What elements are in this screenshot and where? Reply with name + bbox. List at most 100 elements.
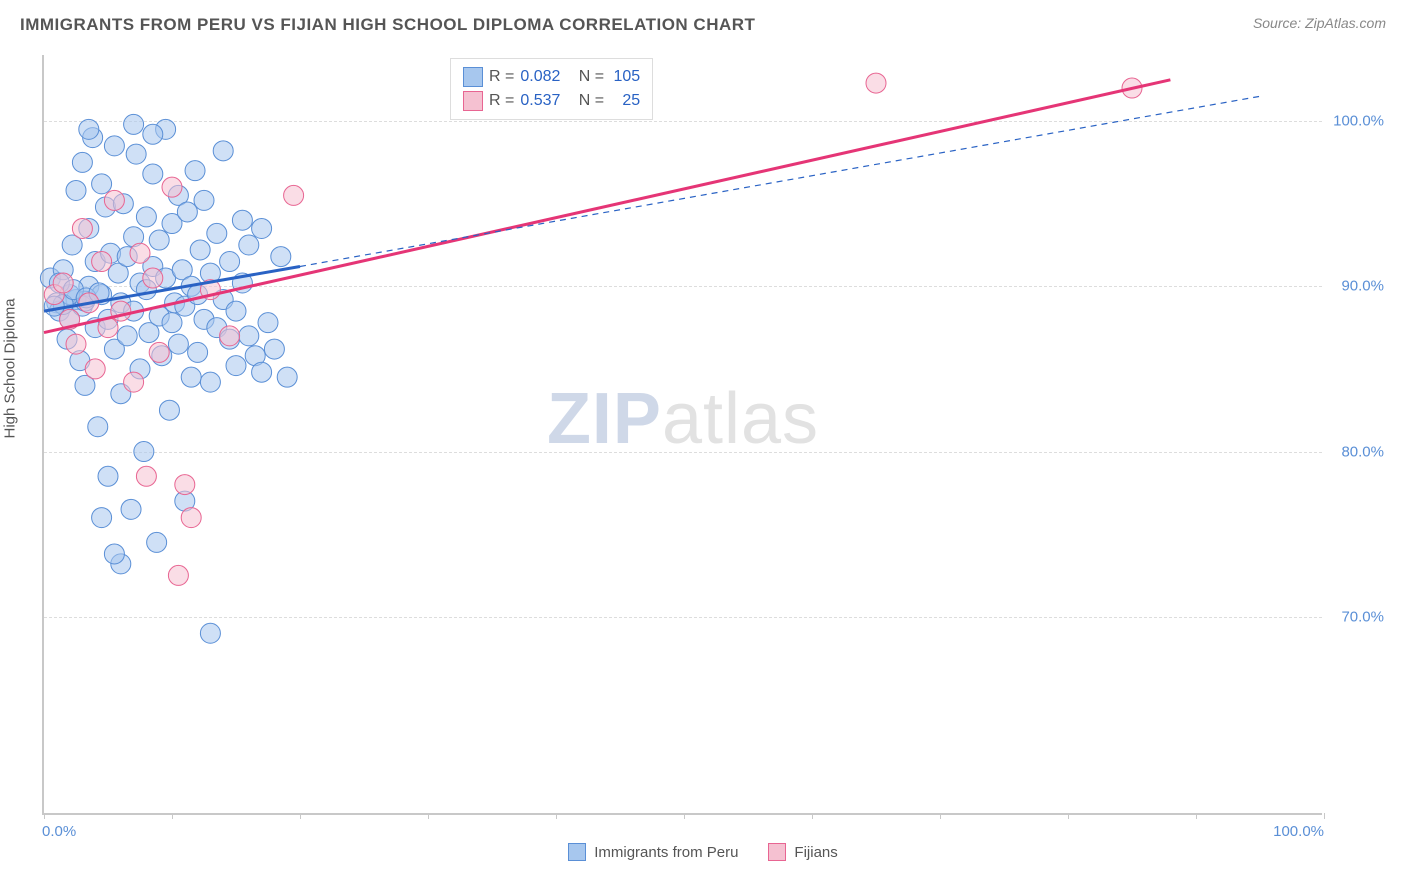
data-point [53, 273, 73, 293]
x-tick [812, 813, 813, 819]
data-point [232, 210, 252, 230]
data-point [181, 508, 201, 528]
data-point [866, 73, 886, 93]
data-point [190, 240, 210, 260]
data-point [92, 174, 112, 194]
data-point [220, 252, 240, 272]
data-point [220, 326, 240, 346]
x-tick [1196, 813, 1197, 819]
y-tick-label: 70.0% [1341, 608, 1384, 625]
legend-series: Immigrants from Peru Fijians [0, 843, 1406, 861]
data-point [134, 442, 154, 462]
data-point [117, 326, 137, 346]
legend-correlation: R = 0.082 N = 105 R = 0.537 N = 25 [450, 58, 653, 120]
y-tick-label: 90.0% [1341, 278, 1384, 295]
data-point [239, 326, 259, 346]
swatch-fijians [768, 843, 786, 861]
x-axis-max-label: 100.0% [1273, 823, 1324, 840]
data-point [175, 475, 195, 495]
y-tick-label: 80.0% [1341, 443, 1384, 460]
data-point [92, 252, 112, 272]
swatch-peru [568, 843, 586, 861]
legend-label-fijians: Fijians [794, 844, 837, 861]
n-value-peru: 105 [610, 68, 640, 86]
legend-item-fijians: Fijians [768, 843, 837, 861]
y-axis-title: High School Diploma [2, 298, 19, 438]
x-tick [300, 813, 301, 819]
data-point [159, 400, 179, 420]
r-value-fijians: 0.537 [520, 92, 568, 110]
data-point [104, 544, 124, 564]
data-point [239, 235, 259, 255]
data-point [258, 313, 278, 333]
x-tick [44, 813, 45, 819]
data-point [126, 144, 146, 164]
trend-line [300, 96, 1260, 266]
data-point [177, 202, 197, 222]
data-point [88, 417, 108, 437]
legend-item-peru: Immigrants from Peru [568, 843, 738, 861]
r-label: R = [489, 92, 514, 110]
data-point [124, 114, 144, 134]
chart-source: Source: ZipAtlas.com [1253, 15, 1386, 31]
x-tick [556, 813, 557, 819]
data-point [194, 190, 214, 210]
n-label: N = [574, 68, 604, 86]
legend-label-peru: Immigrants from Peru [594, 844, 738, 861]
data-point [104, 190, 124, 210]
data-point [149, 230, 169, 250]
data-point [124, 372, 144, 392]
swatch-peru [463, 67, 483, 87]
data-point [121, 499, 141, 519]
data-point [181, 367, 201, 387]
x-tick [428, 813, 429, 819]
data-point [207, 223, 227, 243]
data-point [149, 342, 169, 362]
data-point [72, 218, 92, 238]
chart-plot-area: ZIPatlas 70.0%80.0%90.0%100.0% [42, 55, 1322, 815]
data-point [168, 334, 188, 354]
x-tick [940, 813, 941, 819]
data-point [252, 218, 272, 238]
n-value-fijians: 25 [610, 92, 640, 110]
y-tick-label: 100.0% [1333, 113, 1384, 130]
data-point [85, 359, 105, 379]
n-label: N = [574, 92, 604, 110]
data-point [168, 565, 188, 585]
plot-svg [44, 55, 1322, 813]
data-point [92, 508, 112, 528]
data-point [136, 466, 156, 486]
r-label: R = [489, 68, 514, 86]
r-value-peru: 0.082 [520, 68, 568, 86]
data-point [213, 141, 233, 161]
data-point [66, 180, 86, 200]
data-point [252, 362, 272, 382]
data-point [271, 247, 291, 267]
x-tick [684, 813, 685, 819]
data-point [130, 243, 150, 263]
data-point [143, 164, 163, 184]
data-point [147, 532, 167, 552]
data-point [277, 367, 297, 387]
data-point [188, 342, 208, 362]
data-point [79, 119, 99, 139]
data-point [98, 466, 118, 486]
swatch-fijians [463, 91, 483, 111]
data-point [185, 161, 205, 181]
data-point [143, 268, 163, 288]
chart-title: IMMIGRANTS FROM PERU VS FIJIAN HIGH SCHO… [20, 15, 755, 35]
data-point [284, 185, 304, 205]
legend-row-peru: R = 0.082 N = 105 [463, 65, 640, 89]
data-point [264, 339, 284, 359]
data-point [226, 301, 246, 321]
data-point [104, 136, 124, 156]
x-tick [1324, 813, 1325, 819]
data-point [200, 372, 220, 392]
x-axis-min-label: 0.0% [42, 823, 76, 840]
data-point [66, 334, 86, 354]
x-tick [172, 813, 173, 819]
data-point [200, 623, 220, 643]
data-point [226, 356, 246, 376]
data-point [143, 124, 163, 144]
legend-row-fijians: R = 0.537 N = 25 [463, 89, 640, 113]
